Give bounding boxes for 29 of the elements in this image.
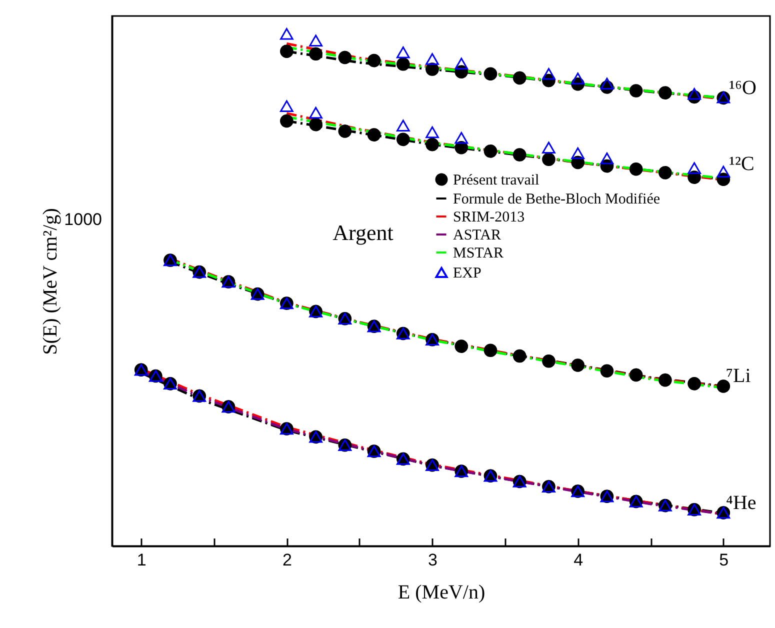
point [571,72,585,84]
annotation: ⁴He [726,492,756,514]
point [280,28,294,40]
legend-label: Présent travail [453,172,540,188]
annotation: ¹²C [729,153,754,175]
legend-label: Formule de Bethe-Bloch Modifiée [453,192,660,208]
point [454,58,468,70]
point [426,53,439,65]
point [280,100,294,112]
point [396,46,410,58]
text: 1000 [64,210,102,229]
point [600,78,614,90]
legend-label: SRIM-2013 [453,210,525,226]
point [309,34,322,46]
x-tick-label: 5 [719,550,729,570]
legend-label: ASTAR [453,228,501,244]
x-tick-label: 2 [282,550,292,570]
annotation: Argent [332,220,394,245]
x-tick-label: 4 [574,550,584,570]
annotation: ⁷Li [726,365,752,387]
legend-label: MSTAR [453,246,504,262]
x-axis-title: E (MeV/n) [398,582,486,604]
legend-label: EXP [453,266,482,282]
x-tick-label: 1 [136,550,146,570]
point [542,68,556,80]
annotation: ¹⁶O [729,77,756,99]
x-tick-label: 3 [428,550,438,570]
point [688,88,701,100]
y-axis-title: S(E) (MeV cm²/g) [40,208,62,355]
